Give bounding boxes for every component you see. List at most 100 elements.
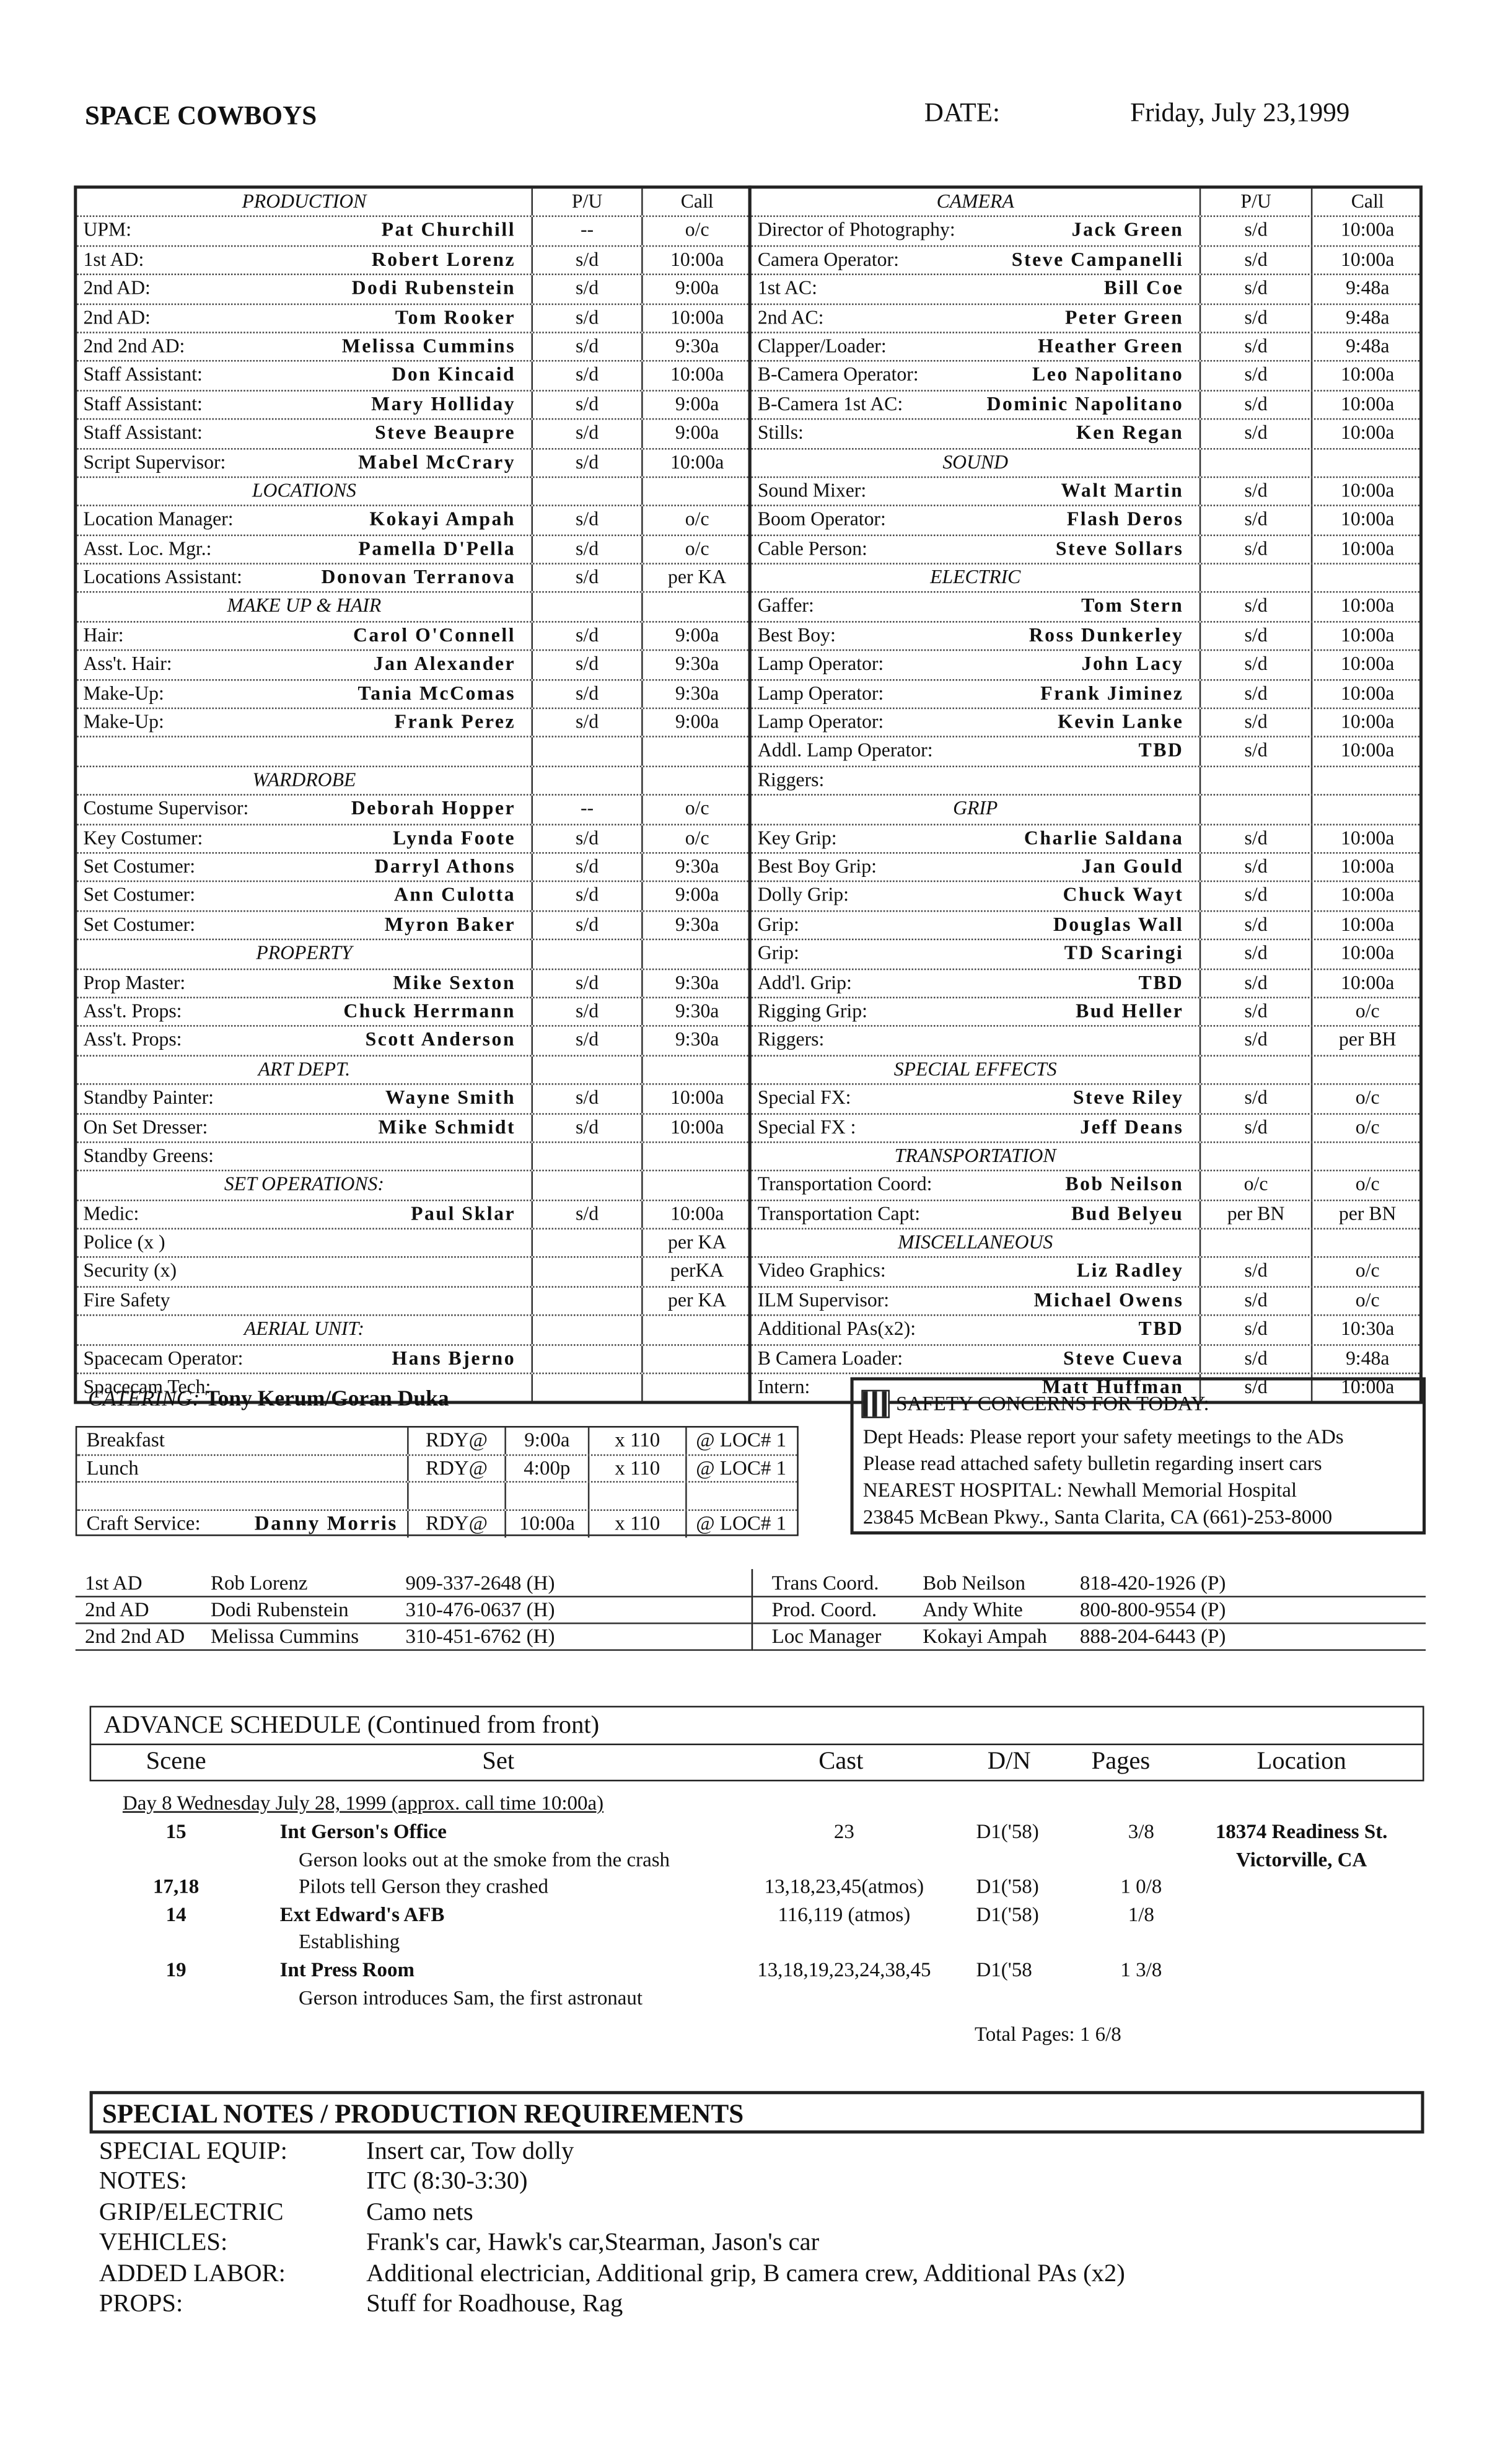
contact-field: 1st AD — [84, 1570, 143, 1595]
role: Grip: — [757, 942, 799, 964]
name: Walt Martin — [1061, 479, 1184, 502]
pu-cell: s/d — [531, 304, 642, 332]
name: Jan Gould — [1081, 855, 1184, 878]
name: TBD — [1138, 970, 1184, 993]
call-cell — [641, 1143, 752, 1171]
call-cell: 10:00a — [1310, 911, 1423, 939]
contact-field: 310-476-0637 (H) — [405, 1597, 555, 1621]
role: 2nd 2nd AD: — [83, 335, 185, 357]
note-label: NOTES: — [99, 2168, 187, 2196]
call-cell: 10:00a — [1310, 824, 1423, 853]
crew-row: Costume Supervisor: Deborah Hopper -- o/c — [77, 796, 748, 825]
note-label: ADDED LABOR: — [99, 2260, 286, 2287]
contact-field: 2nd 2nd AD — [84, 1624, 185, 1648]
contact-rule — [75, 1622, 752, 1624]
name: Chuck Herrmann — [343, 1000, 516, 1022]
pu-cell: s/d — [1199, 1085, 1311, 1112]
name: Darryl Athons — [374, 855, 516, 878]
role: 2nd AC: — [757, 306, 824, 328]
crew-row: Prop Master: Mike Sexton s/d 9:30a — [77, 969, 748, 998]
call-cell: o/c — [1310, 1114, 1423, 1142]
pu-cell — [531, 478, 642, 506]
column-header: Pages — [1091, 1748, 1151, 1775]
crew-row: Police (x ) per KA — [77, 1230, 748, 1259]
meal: Breakfast — [86, 1427, 165, 1451]
advance-header: ADVANCE SCHEDULE (Continued from front) — [89, 1705, 1424, 1782]
role: Best Boy Grip: — [757, 855, 877, 878]
name: Douglas Wall — [1053, 913, 1184, 935]
description: Establishing — [299, 1929, 400, 1953]
ready: RDY@ — [407, 1455, 504, 1482]
call-cell: 10:00a — [641, 1085, 752, 1112]
name: Pat Churchill — [381, 219, 516, 242]
section-title: MISCELLANEOUS — [898, 1231, 1053, 1254]
catering-vendor: Tony Kerum/Goran Duka — [205, 1388, 449, 1412]
role: Standby Greens: — [83, 1144, 214, 1167]
column-header: D/N — [987, 1748, 1031, 1775]
call-cell: o/c — [641, 796, 752, 824]
name: Jan Alexander — [373, 653, 516, 675]
pu-cell — [1199, 1056, 1311, 1084]
role: Special FX: — [757, 1086, 851, 1109]
pu-cell: s/d — [531, 969, 642, 997]
role: Asst. Loc. Mgr.: — [83, 537, 212, 560]
pu-cell: s/d — [1199, 824, 1311, 853]
contact-rule — [75, 1649, 752, 1651]
contact-field: Dodi Rubenstein — [210, 1597, 349, 1621]
crew-row: Riggers: s/d per BH — [751, 1027, 1419, 1057]
loc — [685, 1483, 796, 1510]
notes-title: SPECIAL NOTES / PRODUCTION REQUIREMENTS — [102, 2098, 744, 2129]
scene: 15 — [165, 1819, 186, 1843]
name: Steve Cueva — [1063, 1347, 1184, 1369]
crew-row: Fire Safety per KA — [77, 1287, 748, 1317]
pu-cell: s/d — [1199, 333, 1311, 361]
section-title: ELECTRIC — [930, 566, 1021, 589]
crew-row: Best Boy: Ross Dunkerley s/d 10:00a — [751, 622, 1419, 651]
date: Friday, July 23,1999 — [1130, 97, 1350, 128]
safety-line: 23845 McBean Pkwy., Santa Clarita, CA (6… — [862, 1504, 1333, 1528]
crew-row: Ass't. Props: Scott Anderson s/d 9:30a — [77, 1027, 748, 1057]
crew-row: PROPERTY — [77, 940, 748, 970]
pu-cell — [1199, 564, 1311, 592]
contacts-right: Trans Coord. Bob Neilson 818-420-1926 (P) P… — [751, 1569, 1426, 1651]
contact-rule — [753, 1596, 1426, 1598]
role: B Camera Loader: — [757, 1347, 903, 1369]
set: Ext Edward's AFB — [279, 1902, 445, 1926]
name: Kevin Lanke — [1058, 710, 1184, 733]
role: Script Supervisor: — [83, 450, 226, 473]
name: Bud Belyeu — [1071, 1202, 1184, 1225]
dn: D1('58 — [976, 1957, 1032, 1981]
call-cell — [641, 767, 752, 794]
catering-row — [77, 1483, 797, 1511]
pu-cell: s/d — [1199, 1345, 1311, 1373]
pu-cell: s/d — [531, 651, 642, 679]
cast: 23 — [833, 1819, 854, 1843]
call-cell: 9:00a — [641, 275, 752, 303]
set: Int Gerson's Office — [279, 1819, 447, 1843]
note-value: Insert car, Tow dolly — [366, 2138, 574, 2165]
pu-cell: s/d — [1199, 362, 1311, 390]
name: Paul Sklar — [411, 1202, 516, 1225]
call-cell: 10:00a — [1310, 391, 1423, 419]
name: Don Kincaid — [392, 363, 516, 386]
crew-row: Addl. Lamp Operator: TBD s/d 10:00a — [751, 737, 1419, 767]
cast: 13,18,23,45(atmos) — [764, 1874, 924, 1898]
role: Additional PAs(x2): — [757, 1318, 916, 1340]
role: Staff Assistant: — [83, 363, 203, 386]
pu-cell: s/d — [1199, 882, 1311, 910]
contact-rule — [753, 1622, 1426, 1624]
crew-row: 2nd AC: Peter Green s/d 9:48a — [751, 304, 1419, 333]
call-cell — [641, 1056, 752, 1084]
role: Costume Supervisor: — [83, 797, 249, 820]
name: Scott Anderson — [365, 1029, 516, 1051]
pu-cell: P/U — [531, 188, 642, 216]
call-cell: 10:00a — [1310, 709, 1423, 737]
role: Grip: — [757, 913, 799, 935]
name: Hans Bjerno — [392, 1347, 516, 1369]
role: Medic: — [83, 1202, 139, 1225]
call-cell: 10:00a — [1310, 478, 1423, 506]
section-title: ART DEPT. — [258, 1057, 351, 1080]
role: Ass't. Props: — [83, 1000, 182, 1022]
crew-row: Dolly Grip: Chuck Wayt s/d 10:00a — [751, 882, 1419, 912]
pu-cell: s/d — [531, 709, 642, 737]
